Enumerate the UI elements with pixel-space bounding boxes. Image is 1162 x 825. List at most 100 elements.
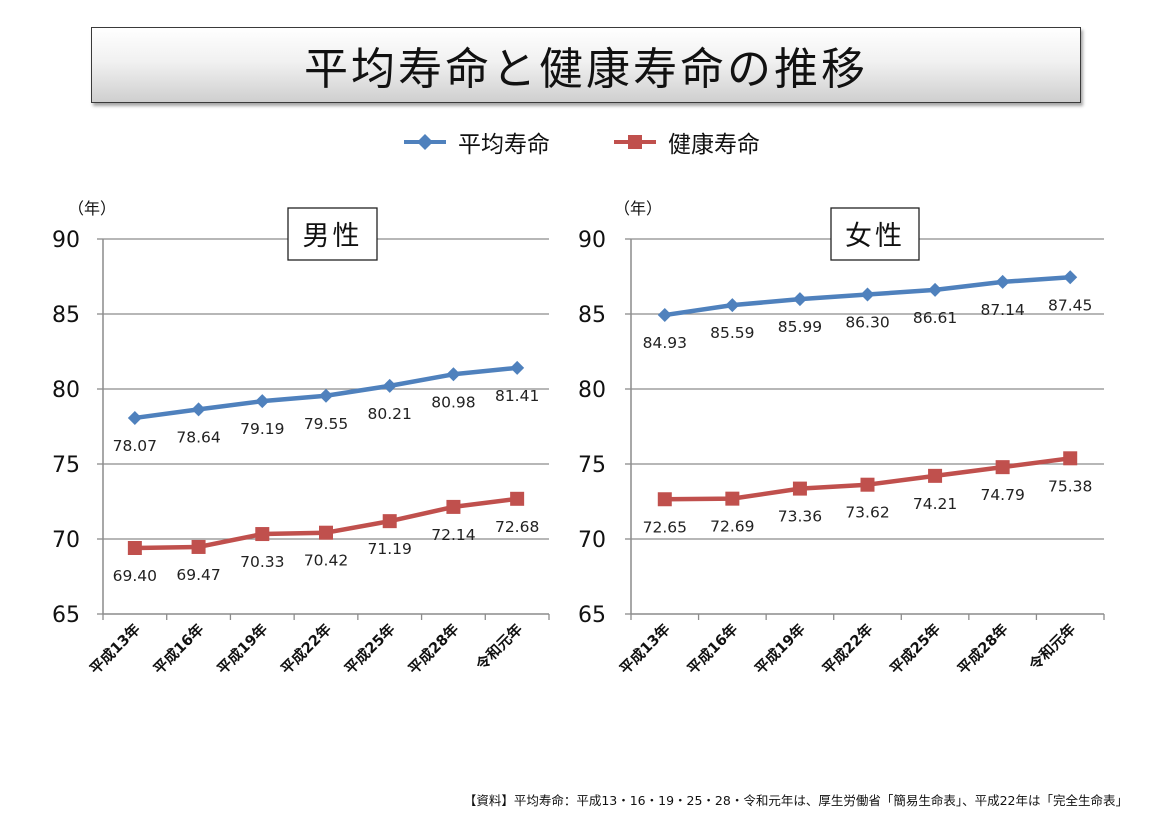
y-tick-label: 70 (578, 528, 606, 553)
x-tick-label: 平成28年 (954, 620, 1012, 678)
data-label: 79.19 (240, 420, 284, 438)
panel-title-box (287, 207, 378, 261)
y-tick-label: 75 (578, 453, 606, 478)
y-tick-label: 65 (578, 603, 606, 628)
legend-item-series1: 平均寿命 (402, 125, 550, 159)
data-label: 73.62 (845, 504, 889, 522)
x-tick-label: 平成16年 (150, 620, 208, 678)
data-label: 71.19 (368, 540, 412, 558)
data-point-diamond (382, 378, 397, 393)
legend-swatch-square-icon (614, 135, 656, 149)
data-point-diamond (510, 360, 525, 375)
data-point-diamond (319, 388, 333, 403)
x-tick-label: 平成25年 (341, 620, 399, 678)
data-point-diamond (127, 410, 142, 425)
y-tick-label: 85 (52, 303, 80, 328)
data-label: 70.42 (304, 552, 348, 570)
data-point-diamond (255, 394, 270, 409)
data-label: 80.98 (431, 393, 475, 411)
data-point-square (446, 499, 461, 514)
y-tick-label: 75 (52, 453, 80, 478)
data-point-diamond (995, 274, 1010, 289)
data-point-square (255, 527, 270, 542)
data-point-square (127, 541, 142, 555)
data-point-square (191, 539, 206, 554)
y-tick-label: 85 (578, 303, 606, 328)
data-label: 69.47 (176, 566, 220, 584)
data-point-square (319, 525, 333, 540)
source-note: 【資料】平均寿命：平成13・16・19・25・28・令和元年は、厚生労働省「簡易… (463, 793, 1128, 808)
y-tick-label: 80 (578, 378, 606, 403)
data-label: 73.36 (778, 508, 822, 526)
legend-item-series2: 健康寿命 (612, 125, 760, 159)
legend: 平均寿命 健康寿命 (0, 124, 1162, 160)
x-tick-label: 平成22年 (819, 620, 877, 678)
unit-label: （年） (614, 199, 662, 218)
data-point-diamond (1063, 270, 1078, 285)
legend-label-series1: 平均寿命 (458, 132, 550, 158)
data-label: 74.21 (913, 495, 957, 513)
x-tick-label: 平成19年 (751, 620, 809, 678)
data-point-square (860, 477, 875, 492)
data-point-diamond (792, 292, 807, 307)
x-tick-label: 令和元年 (472, 620, 526, 674)
x-tick-label: 平成22年 (277, 620, 335, 678)
data-label: 81.41 (495, 387, 539, 405)
data-label: 70.33 (240, 553, 284, 571)
x-tick-label: 平成13年 (86, 620, 144, 678)
unit-label: （年） (68, 199, 116, 218)
data-point-square (657, 492, 672, 507)
x-tick-label: 平成19年 (213, 620, 271, 678)
data-label: 72.68 (495, 518, 539, 536)
data-point-square (1063, 451, 1078, 466)
x-tick-label: 平成16年 (683, 620, 741, 678)
x-tick-label: 令和元年 (1025, 620, 1079, 674)
x-tick-label: 平成13年 (616, 620, 674, 678)
y-tick-label: 80 (52, 378, 80, 403)
data-point-square (725, 491, 740, 506)
data-label: 75.38 (1048, 477, 1092, 495)
data-point-square (995, 460, 1010, 475)
data-label: 84.93 (643, 334, 687, 352)
data-label: 72.69 (710, 518, 754, 536)
data-label: 78.07 (113, 437, 157, 455)
legend-label-series2: 健康寿命 (668, 132, 760, 158)
data-point-diamond (191, 402, 206, 417)
data-label: 72.65 (643, 518, 687, 536)
y-tick-label: 90 (578, 228, 606, 253)
data-label: 87.14 (980, 301, 1024, 319)
data-point-diamond (928, 282, 943, 297)
y-tick-label: 65 (52, 603, 80, 628)
data-point-diamond (860, 287, 875, 302)
data-label: 85.59 (710, 324, 754, 342)
x-tick-label: 平成25年 (886, 620, 944, 678)
data-point-square (792, 481, 807, 496)
data-label: 86.61 (913, 309, 957, 327)
panel-title: 女性 (845, 221, 905, 252)
data-point-diamond (657, 308, 672, 323)
data-point-diamond (725, 298, 740, 313)
legend-swatch-diamond-icon (404, 134, 446, 150)
data-label: 80.21 (368, 405, 412, 423)
x-tick-label: 平成28年 (404, 620, 462, 678)
y-tick-label: 70 (52, 528, 80, 553)
data-label: 74.79 (980, 486, 1024, 504)
page-title: 平均寿命と健康寿命の推移 (304, 44, 868, 95)
data-label: 87.45 (1048, 296, 1092, 314)
data-label: 79.55 (304, 415, 348, 433)
data-point-diamond (446, 367, 461, 382)
title-box: 平均寿命と健康寿命の推移 (91, 27, 1081, 103)
data-label: 69.40 (113, 567, 157, 585)
data-label: 72.14 (431, 526, 475, 544)
panel-title: 男性 (303, 221, 363, 252)
data-point-square (928, 468, 943, 483)
data-label: 86.30 (845, 314, 889, 332)
data-point-square (510, 491, 525, 506)
data-point-square (382, 514, 397, 529)
panel-title-box (830, 207, 920, 261)
data-label: 78.64 (176, 428, 220, 446)
data-label: 85.99 (778, 318, 822, 336)
